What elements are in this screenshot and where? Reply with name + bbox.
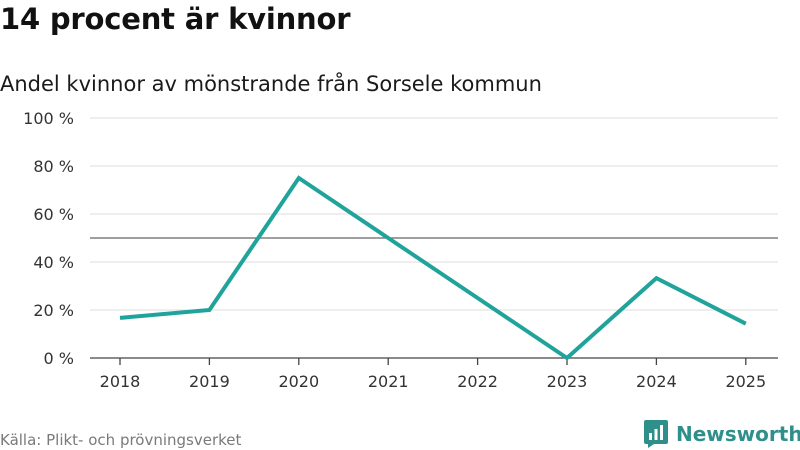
x-tick-label: 2018 xyxy=(100,372,141,391)
y-tick-label: 80 % xyxy=(33,157,74,176)
y-tick-label: 100 % xyxy=(23,109,74,128)
x-tick-label: 2019 xyxy=(189,372,230,391)
series-line xyxy=(119,175,747,361)
chart-subtitle: Andel kvinnor av mönstrande från Sorsele… xyxy=(0,72,542,96)
y-tick-label: 40 % xyxy=(33,253,74,272)
grid-lines xyxy=(90,117,778,311)
y-tick-label: 60 % xyxy=(33,205,74,224)
x-tick-label: 2021 xyxy=(368,372,409,391)
source-note: Källa: Plikt- och prövningsverket xyxy=(0,431,242,449)
series-group xyxy=(119,175,747,361)
x-axis: 2018 2019 2020 2021 2022 2023 2024 2025 xyxy=(90,357,778,391)
y-tick-label: 20 % xyxy=(33,301,74,320)
x-tick-label: 2020 xyxy=(278,372,319,391)
x-tick-label: 2025 xyxy=(725,372,766,391)
y-tick-label: 0 % xyxy=(44,349,74,368)
brand-name: Newsworthy xyxy=(676,422,800,446)
x-tick-label: 2022 xyxy=(457,372,498,391)
line-chart: 0 % 20 % 40 % 60 % 80 % 100 % 2018 2019 2020 202… xyxy=(23,109,778,391)
brand-logo[interactable]: Newsworthy xyxy=(644,420,800,448)
x-tick-label: 2023 xyxy=(547,372,588,391)
bar-chart-speech-icon xyxy=(644,420,668,448)
chart-title: 14 procent är kvinnor xyxy=(0,2,351,36)
x-tick-label: 2024 xyxy=(636,372,677,391)
y-axis-ticks: 0 % 20 % 40 % 60 % 80 % 100 % xyxy=(23,109,74,368)
